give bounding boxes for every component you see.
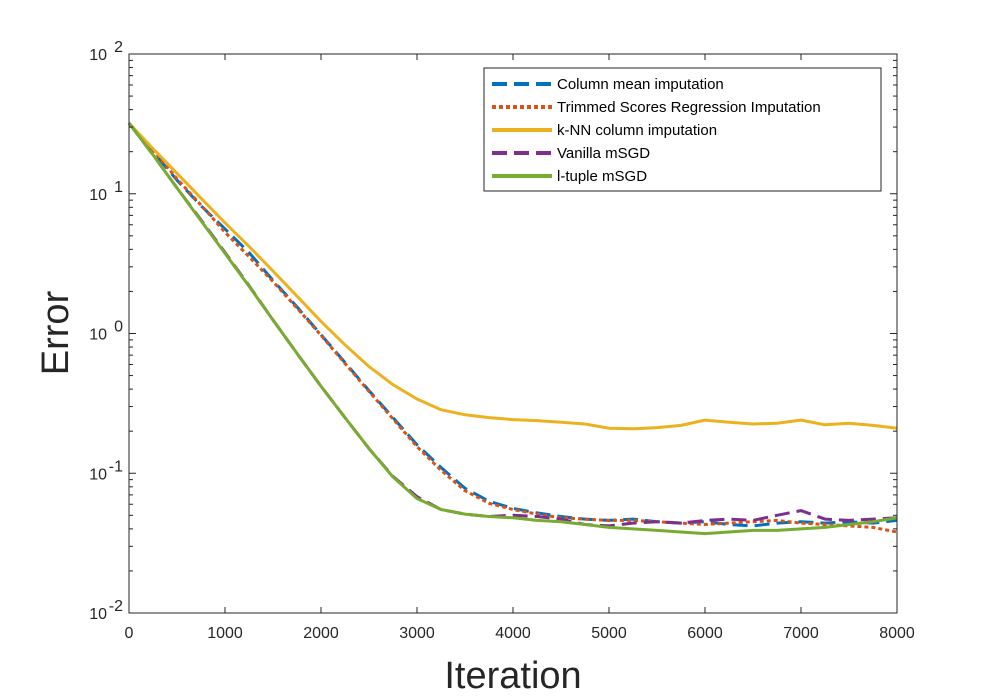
series-line-1	[127, 122, 898, 528]
y-axis-title: Error	[35, 290, 77, 375]
legend-label: Vanilla mSGD	[557, 145, 650, 162]
x-tick-label: 3000	[399, 625, 435, 642]
x-tick-label: 7000	[783, 625, 819, 642]
plot-frame	[128, 53, 898, 614]
x-tick-label: 2000	[303, 625, 339, 642]
x-axis-ticks: 0 1000 2000 3000 4000 5000 6000 7000 8000	[125, 54, 915, 642]
y-tick-exponent: 1	[114, 179, 123, 196]
legend-label: Column mean imputation	[557, 76, 724, 93]
legend-label: l-tuple mSGD	[557, 168, 647, 185]
series-line-4	[127, 122, 898, 528]
x-tick-label: 5000	[591, 625, 627, 642]
series-line-3	[127, 122, 898, 431]
x-tick-label: 1000	[207, 625, 243, 642]
y-tick-label: 10	[89, 327, 107, 344]
y-tick-label: 10	[89, 466, 107, 483]
series-line-5	[127, 122, 898, 536]
x-tick-label: 8000	[879, 625, 915, 642]
y-tick-label: 10	[89, 187, 107, 204]
series-line-2	[127, 122, 898, 534]
x-tick-label: 4000	[495, 625, 531, 642]
legend: Column mean imputation Trimmed Scores Reg…	[483, 67, 882, 192]
y-tick-label: 10	[89, 47, 107, 64]
x-axis-title: Iteration	[444, 655, 581, 697]
x-tick-label: 6000	[687, 625, 723, 642]
y-tick-exponent: -2	[109, 598, 123, 615]
y-tick-label: 10	[89, 606, 107, 623]
series-layer	[127, 122, 898, 536]
y-tick-exponent: -1	[109, 458, 123, 475]
x-tick-label: 0	[125, 625, 134, 642]
y-tick-exponent: 2	[114, 39, 123, 56]
legend-label: Trimmed Scores Regression Imputation	[557, 99, 821, 116]
y-tick-exponent: 0	[114, 319, 123, 336]
legend-label: k-NN column imputation	[557, 122, 717, 139]
